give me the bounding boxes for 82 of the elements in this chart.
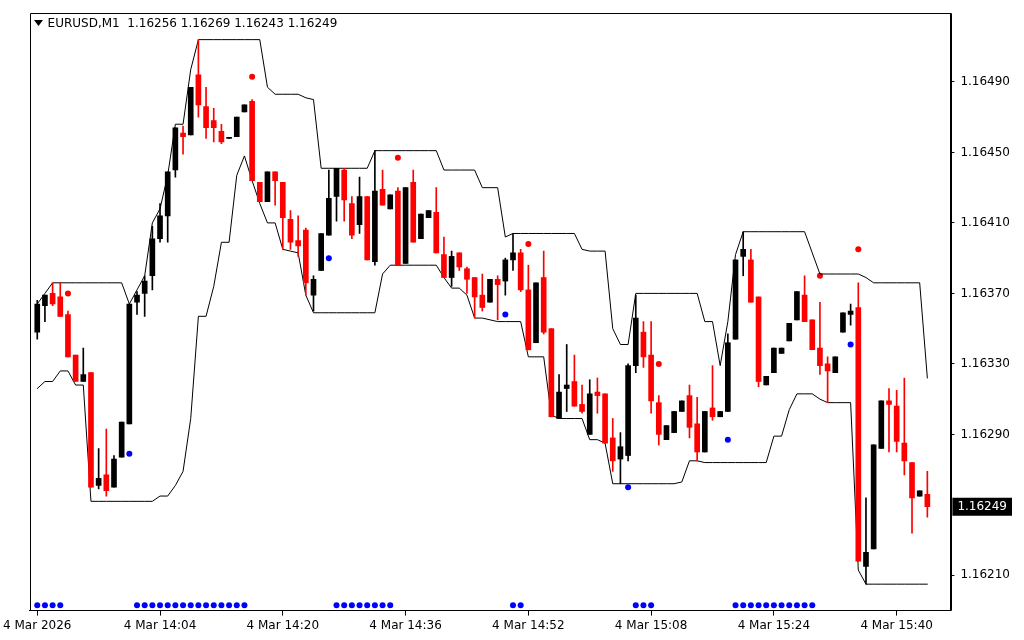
- point: [394, 154, 401, 161]
- point: [172, 602, 179, 609]
- point: [218, 602, 225, 609]
- point: [517, 602, 524, 609]
- point: [510, 602, 516, 609]
- x-tick-label: 4 Mar 14:20: [246, 617, 320, 632]
- candlestick: [510, 233, 516, 271]
- point: [126, 450, 133, 457]
- point: [226, 602, 233, 609]
- point: [210, 602, 217, 609]
- point: [356, 602, 363, 609]
- point: [180, 602, 187, 609]
- point: [763, 602, 770, 609]
- point: [387, 602, 394, 609]
- x-tick-label: 4 Mar 15:08: [614, 617, 688, 632]
- y-tick-label: 1.16450: [960, 144, 1010, 159]
- point: [364, 602, 371, 609]
- point: [134, 602, 141, 609]
- y-tick-label: 1.16290: [960, 426, 1010, 441]
- point: [855, 246, 862, 253]
- candlestick: [180, 125, 186, 155]
- point: [632, 602, 639, 609]
- point: [502, 311, 509, 318]
- y-tick-label: 1.16370: [960, 285, 1010, 300]
- point: [164, 602, 171, 609]
- candlestick: [295, 215, 301, 257]
- point: [49, 602, 56, 609]
- point: [203, 602, 210, 609]
- x-tick-label: 4 Mar 2026: [3, 617, 72, 632]
- point: [57, 602, 64, 609]
- y-tick-label: 1.16330: [960, 356, 1010, 371]
- point: [348, 602, 355, 609]
- candlestick: [210, 108, 217, 143]
- point: [41, 602, 48, 609]
- point: [640, 602, 647, 609]
- point: [847, 341, 854, 348]
- candlestick: [817, 301, 823, 375]
- point: [655, 360, 662, 367]
- chart-title: EURUSD,M1 1.16256 1.16269 1.16243 1.16249: [47, 16, 338, 31]
- point: [778, 602, 785, 609]
- point: [801, 602, 808, 609]
- x-tick-label: 4 Mar 15:24: [737, 617, 811, 632]
- candlestick: [563, 344, 570, 412]
- y-tick-label: 1.16210: [960, 567, 1010, 582]
- point: [249, 73, 256, 80]
- point: [241, 602, 248, 609]
- candlestick: [886, 388, 892, 453]
- point: [149, 602, 156, 609]
- x-tick-label: 4 Mar 14:36: [369, 617, 442, 632]
- point: [333, 602, 340, 609]
- point: [809, 602, 816, 609]
- x-tick-label: 4 Mar 14:52: [492, 617, 565, 632]
- candlestick: [80, 347, 87, 382]
- point: [755, 602, 762, 609]
- point: [747, 602, 754, 609]
- candlestick: [103, 428, 110, 497]
- point: [786, 602, 793, 609]
- point: [740, 602, 747, 609]
- x-tick-label: 4 Mar 15:40: [860, 617, 933, 632]
- point: [525, 241, 532, 248]
- point: [195, 602, 202, 609]
- point: [724, 436, 731, 443]
- point: [325, 255, 332, 262]
- text: 1.16249: [957, 498, 1007, 513]
- point: [341, 602, 348, 609]
- point: [34, 602, 41, 609]
- point: [64, 290, 71, 297]
- point: [187, 602, 194, 609]
- point: [770, 602, 777, 609]
- y-tick-label: 1.16410: [960, 215, 1010, 230]
- point: [157, 602, 164, 609]
- point: [141, 602, 148, 609]
- point: [625, 484, 632, 491]
- y-tick-label: 1.16490: [960, 74, 1010, 89]
- point: [371, 602, 378, 609]
- point: [233, 602, 240, 609]
- point: [793, 602, 800, 609]
- x-tick-label: 4 Mar 14:04: [123, 617, 197, 632]
- point: [648, 602, 655, 609]
- point: [732, 602, 739, 609]
- point: [379, 602, 386, 609]
- candlestick: [740, 231, 747, 277]
